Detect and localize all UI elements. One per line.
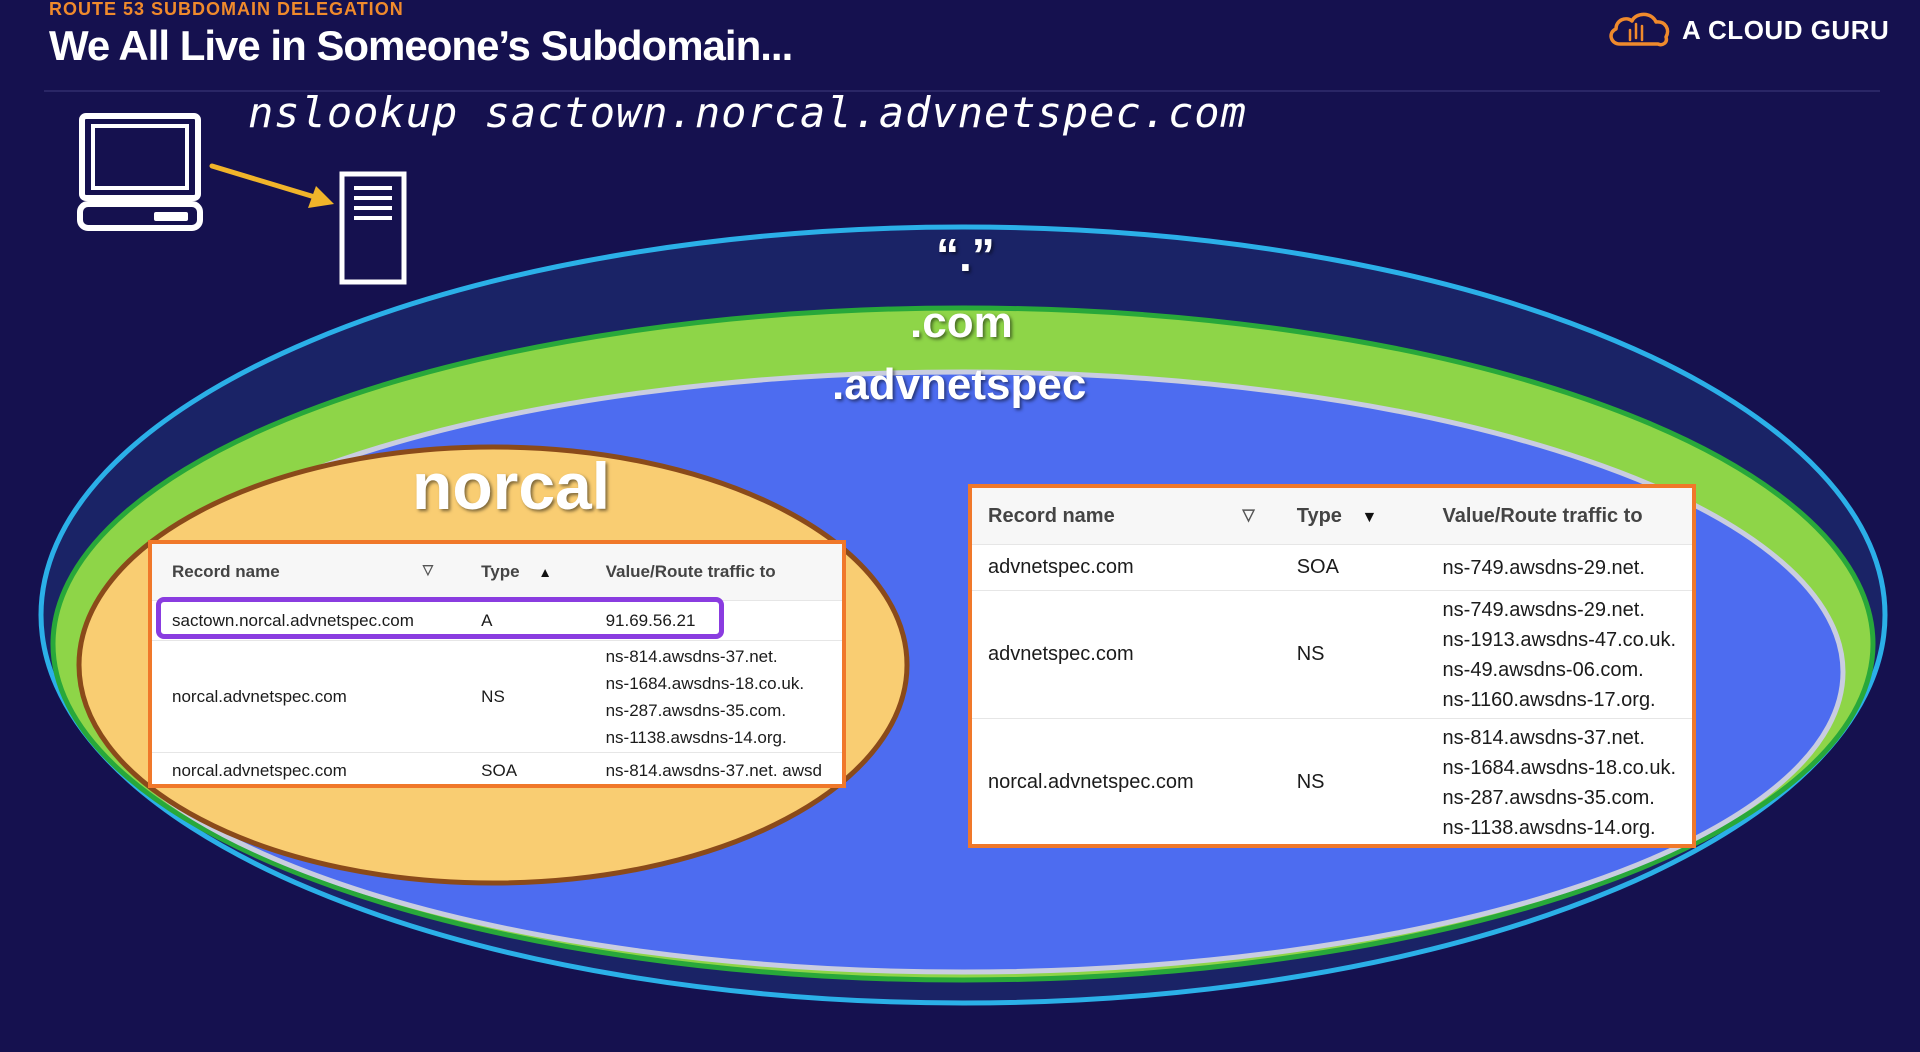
advnetspec-records-table: Record name ▽ Type ▼ Value/Route traffic… — [968, 484, 1696, 848]
record-value-cell: ns-814.awsdns-37.net. ns-1684.awsdns-18.… — [1426, 718, 1692, 844]
column-header-record-name[interactable]: Record name ▽ — [972, 488, 1281, 545]
root-zone-label: “.” — [936, 229, 995, 281]
cloud-logo-icon — [1609, 12, 1670, 47]
record-type-cell: NS — [1280, 590, 1427, 719]
record-type-cell: A — [461, 600, 586, 641]
server-icon — [339, 171, 407, 285]
record-name-cell: sactown.norcal.advnetspec.com — [152, 600, 462, 641]
column-header-value[interactable]: Value/Route traffic to — [1426, 488, 1692, 545]
slide-title: We All Live in Someone’s Subdomain... — [49, 22, 793, 69]
filter-icon[interactable]: ▽ — [422, 562, 434, 577]
record-type-cell: SOA — [1280, 544, 1427, 591]
filter-icon[interactable]: ▽ — [1242, 506, 1255, 524]
record-name-cell: advnetspec.com — [972, 590, 1281, 719]
record-value-cell: ns-814.awsdns-37.net. awsd — [585, 752, 842, 784]
record-name-cell: norcal.advnetspec.com — [972, 718, 1281, 844]
record-value-cell: ns-814.awsdns-37.net. ns-1684.awsdns-18.… — [585, 640, 842, 753]
table-row[interactable]: advnetspec.com NS ns-749.awsdns-29.net. … — [972, 590, 1692, 719]
record-type-cell: NS — [1280, 718, 1427, 844]
record-type-cell: SOA — [461, 752, 586, 784]
record-type-cell: NS — [461, 640, 586, 753]
arrow-icon — [209, 163, 334, 208]
table-row[interactable]: advnetspec.com SOA ns-749.awsdns-29.net. — [972, 544, 1692, 591]
table-row[interactable]: norcal.advnetspec.com SOA ns-814.awsdns-… — [152, 752, 842, 784]
record-value-cell: ns-749.awsdns-29.net. — [1426, 544, 1692, 591]
nslookup-command: nslookup sactown.norcal.advnetspec.com — [248, 88, 1247, 137]
column-header-record-name[interactable]: Record name ▽ — [152, 544, 462, 601]
table-header-row: Record name ▽ Type ▲ Value/Route traffic… — [152, 544, 842, 601]
slide-kicker: ROUTE 53 SUBDOMAIN DELEGATION — [49, 0, 404, 19]
norcal-records-table: Record name ▽ Type ▲ Value/Route traffic… — [148, 540, 846, 788]
header-divider — [44, 90, 1880, 92]
norcal-zone-label: norcal — [412, 449, 611, 523]
record-value-cell: ns-749.awsdns-29.net. ns-1913.awsdns-47.… — [1426, 590, 1692, 719]
table-row[interactable]: sactown.norcal.advnetspec.com A 91.69.56… — [152, 600, 842, 641]
record-name-cell: advnetspec.com — [972, 544, 1281, 591]
table-row[interactable]: norcal.advnetspec.com NS ns-814.awsdns-3… — [152, 640, 842, 753]
table-header-row: Record name ▽ Type ▼ Value/Route traffic… — [972, 488, 1692, 545]
record-name-cell: norcal.advnetspec.com — [152, 640, 462, 753]
table-row[interactable]: norcal.advnetspec.com NS ns-814.awsdns-3… — [972, 718, 1692, 844]
column-header-type[interactable]: Type ▲ — [461, 544, 586, 601]
record-name-cell: norcal.advnetspec.com — [152, 752, 462, 784]
advnetspec-zone-label: .advnetspec — [832, 360, 1087, 409]
record-value-cell: 91.69.56.21 — [585, 600, 842, 641]
com-zone-label: .com — [910, 298, 1013, 347]
column-header-type[interactable]: Type ▼ — [1280, 488, 1427, 545]
laptop-icon — [77, 113, 203, 231]
sort-ascending-icon[interactable]: ▲ — [538, 565, 552, 580]
brand-logo: A CLOUD GURU — [1606, 10, 1889, 50]
sort-descending-icon[interactable]: ▼ — [1361, 508, 1378, 526]
brand-name: A CLOUD GURU — [1682, 14, 1890, 45]
column-header-value[interactable]: Value/Route traffic to — [585, 544, 842, 601]
